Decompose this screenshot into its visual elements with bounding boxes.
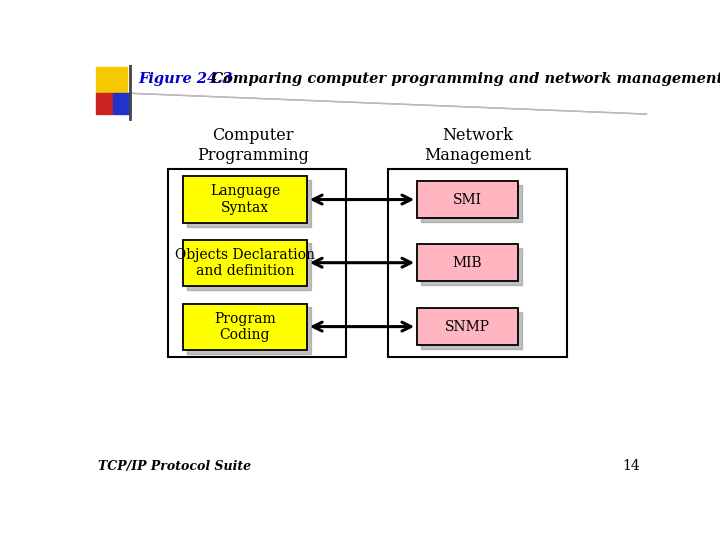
- Bar: [183, 177, 307, 222]
- Text: TCP/IP Protocol Suite: TCP/IP Protocol Suite: [98, 460, 251, 473]
- Text: SMI: SMI: [453, 193, 482, 206]
- Bar: [421, 312, 522, 349]
- Bar: [417, 308, 518, 345]
- Text: Figure 24.3: Figure 24.3: [138, 72, 233, 86]
- Bar: [187, 244, 311, 289]
- Bar: [187, 180, 311, 226]
- Bar: [421, 248, 522, 285]
- Text: Computer
Programming: Computer Programming: [197, 127, 309, 164]
- Bar: [417, 181, 518, 218]
- Bar: [417, 244, 518, 281]
- Text: SNMP: SNMP: [445, 320, 490, 334]
- Text: Language
Syntax: Language Syntax: [210, 185, 280, 215]
- Bar: [187, 307, 311, 354]
- Text: Network
Management: Network Management: [424, 127, 531, 164]
- Text: Program
Coding: Program Coding: [214, 312, 276, 342]
- Text: MIB: MIB: [453, 255, 482, 269]
- Bar: [183, 303, 307, 350]
- Bar: [388, 168, 567, 357]
- Bar: [96, 67, 127, 93]
- Bar: [113, 92, 130, 114]
- Bar: [421, 185, 522, 222]
- Bar: [168, 168, 346, 357]
- Bar: [96, 92, 113, 114]
- Text: 14: 14: [623, 459, 640, 473]
- Text: Comparing computer programming and network management: Comparing computer programming and netwo…: [191, 72, 720, 86]
- Text: Objects Declaration
and definition: Objects Declaration and definition: [175, 247, 315, 278]
- Bar: [183, 240, 307, 286]
